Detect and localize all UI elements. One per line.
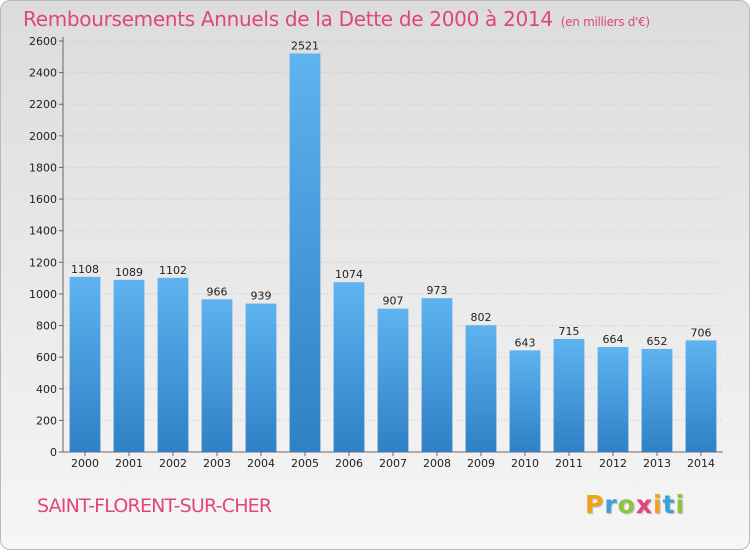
bar[interactable] xyxy=(245,303,277,452)
y-tick-label: 1000 xyxy=(29,288,57,301)
y-tick-label: 0 xyxy=(50,446,57,459)
x-tick-label: 2009 xyxy=(467,457,495,470)
bar[interactable] xyxy=(509,350,541,452)
y-tick-label: 400 xyxy=(36,383,57,396)
bar-value-label: 907 xyxy=(383,295,404,308)
x-tick-label: 2010 xyxy=(511,457,539,470)
bar[interactable] xyxy=(641,348,673,452)
bar[interactable] xyxy=(465,325,497,452)
bar-value-label: 1108 xyxy=(71,263,99,276)
x-tick-label: 2002 xyxy=(159,457,187,470)
bar-value-label: 706 xyxy=(691,326,712,339)
x-tick-label: 2006 xyxy=(335,457,363,470)
chart-subtitle: (en milliers d'€) xyxy=(560,15,650,29)
bar-value-label: 715 xyxy=(559,325,580,338)
bar-value-label: 1074 xyxy=(335,268,363,281)
brand-letter: i xyxy=(653,490,663,519)
x-axis-ticks: 2000 2001 2002 2003 2004 2005 2006 2007 2008 2009… xyxy=(71,457,715,470)
y-tick-label: 800 xyxy=(36,320,57,333)
bar-value-label: 966 xyxy=(207,285,228,298)
y-axis-ticks: 0 200 400 600 800 1000 1200 1400 1600 1800 2000 220… xyxy=(29,35,57,459)
x-tick-label: 2001 xyxy=(115,457,143,470)
x-tick-label: 2011 xyxy=(555,457,583,470)
bar[interactable] xyxy=(113,279,145,452)
x-tick-label: 2007 xyxy=(379,457,407,470)
bar-value-label: 652 xyxy=(647,335,668,348)
brand-letter: o xyxy=(617,490,636,519)
bar-value-label: 802 xyxy=(471,311,492,324)
bar[interactable] xyxy=(685,340,717,452)
bars xyxy=(69,53,717,453)
x-tick-label: 2008 xyxy=(423,457,451,470)
y-tick-label: 2000 xyxy=(29,130,57,143)
bar[interactable] xyxy=(553,338,585,452)
x-tick-label: 2003 xyxy=(203,457,231,470)
brand-letter: P xyxy=(585,490,605,519)
x-tick-label: 2012 xyxy=(599,457,627,470)
x-tick-label: 2013 xyxy=(643,457,671,470)
x-tick-label: 2000 xyxy=(71,457,99,470)
chart-title: Remboursements Annuels de la Dette de 20… xyxy=(23,7,650,31)
chart-title-text: Remboursements Annuels de la Dette de 20… xyxy=(23,7,553,31)
y-tick-label: 2600 xyxy=(29,35,57,48)
bar-value-label: 973 xyxy=(427,284,448,297)
bar[interactable] xyxy=(289,53,321,453)
bar[interactable] xyxy=(157,277,189,452)
town-name: SAINT-FLORENT-SUR-CHER xyxy=(37,495,272,517)
bar[interactable] xyxy=(69,276,101,452)
y-tick-label: 600 xyxy=(36,351,57,364)
y-tick-label: 1200 xyxy=(29,256,57,269)
bar[interactable] xyxy=(201,299,233,452)
bar-value-label: 664 xyxy=(603,333,624,346)
y-tick-label: 2200 xyxy=(29,98,57,111)
data-labels: 1108 1089 1102 966 939 2521 1074 907 973 802 643 71… xyxy=(71,39,712,349)
bar-value-label: 939 xyxy=(251,290,272,303)
bar[interactable] xyxy=(333,282,365,452)
y-tick-label: 200 xyxy=(36,414,57,427)
bar-value-label: 643 xyxy=(515,336,536,349)
bar-value-label: 2521 xyxy=(291,39,319,52)
brand-letter: t xyxy=(662,490,676,519)
bar[interactable] xyxy=(377,308,409,452)
x-tick-label: 2014 xyxy=(687,457,715,470)
brand-letter: x xyxy=(635,490,653,519)
brand-letter: i xyxy=(675,490,686,519)
bar-value-label: 1102 xyxy=(159,264,187,277)
bar[interactable] xyxy=(597,347,629,452)
brand-logo[interactable]: Proxiti xyxy=(585,490,685,519)
bar[interactable] xyxy=(421,298,453,452)
x-tick-label: 2004 xyxy=(247,457,275,470)
x-tick-label: 2005 xyxy=(291,457,319,470)
y-tick-label: 1600 xyxy=(29,193,57,206)
y-tick-label: 1800 xyxy=(29,161,57,174)
bar-value-label: 1089 xyxy=(115,266,143,279)
y-tick-label: 1400 xyxy=(29,225,57,238)
y-tick-label: 2400 xyxy=(29,67,57,80)
brand-letter: r xyxy=(604,490,618,519)
